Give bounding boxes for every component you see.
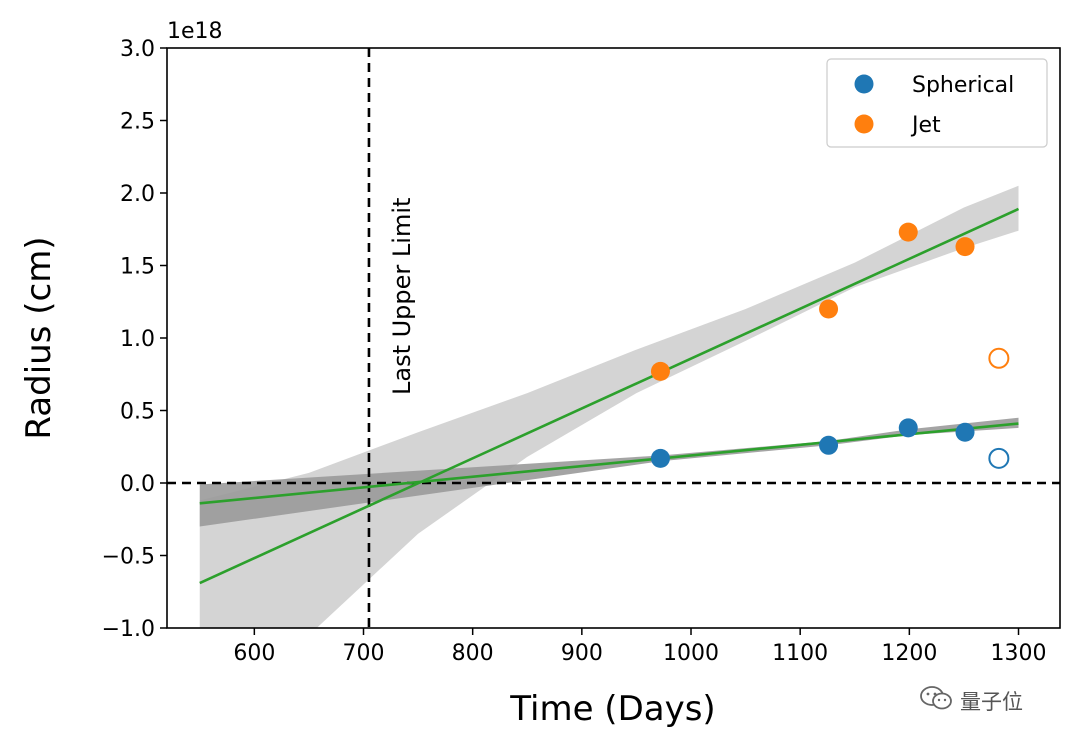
confidence-band-jet bbox=[199, 185, 1019, 628]
legend-label-spherical: Spherical bbox=[912, 73, 1014, 98]
y-ticks: −1.0 −0.5 0.0 0.5 1.0 1.5 2.0 2.5 3.0 bbox=[102, 37, 167, 642]
x-tick-label: 1000 bbox=[663, 641, 719, 666]
y-tick-label: 2.0 bbox=[120, 182, 155, 207]
legend-marker-spherical bbox=[854, 74, 874, 94]
open-point-jet bbox=[988, 347, 1010, 369]
x-tick-label: 1300 bbox=[991, 641, 1047, 666]
point-jet bbox=[898, 222, 918, 242]
legend-label-jet: Jet bbox=[910, 113, 941, 138]
y-axis-label: Radius (cm) bbox=[19, 236, 59, 439]
y-tick-label: 3.0 bbox=[120, 37, 155, 62]
confidence-bands bbox=[199, 185, 1019, 628]
x-axis-label: Time (Days) bbox=[509, 689, 715, 729]
y-tick-label: 0.0 bbox=[120, 472, 155, 497]
confidence-band-spherical bbox=[199, 417, 1019, 527]
y-tick-label: 2.5 bbox=[120, 110, 155, 135]
y-tick-label: 1.5 bbox=[120, 255, 155, 280]
x-tick-label: 1100 bbox=[772, 641, 828, 666]
x-tick-label: 1200 bbox=[881, 641, 937, 666]
fit-line-jet bbox=[199, 207, 1020, 585]
legend-box bbox=[826, 58, 1048, 148]
fit-lines bbox=[199, 207, 1020, 585]
data-points bbox=[650, 222, 1010, 469]
x-ticks: 600 700 800 900 1000 1100 1200 1300 bbox=[233, 628, 1047, 666]
y-tick-label: 1.0 bbox=[120, 327, 155, 352]
point-jet bbox=[955, 237, 975, 257]
x-tick-label: 600 bbox=[233, 641, 275, 666]
x-tick-label: 700 bbox=[343, 641, 385, 666]
last-upper-limit-label: Last Upper Limit bbox=[388, 198, 416, 395]
x-tick-label: 900 bbox=[561, 641, 603, 666]
y-scale-label: 1e18 bbox=[167, 19, 223, 44]
y-tick-label: 0.5 bbox=[120, 400, 155, 425]
point-spherical bbox=[898, 418, 918, 438]
reference-lines bbox=[167, 48, 1060, 628]
y-tick-label: −1.0 bbox=[102, 617, 155, 642]
watermark-text: 量子位 bbox=[960, 689, 1023, 714]
point-spherical bbox=[819, 435, 839, 455]
point-spherical bbox=[955, 422, 975, 442]
point-spherical bbox=[650, 448, 670, 468]
x-tick-label: 800 bbox=[452, 641, 494, 666]
y-tick-label: −0.5 bbox=[102, 545, 155, 570]
wechat-icon bbox=[918, 684, 954, 717]
fit-line-spherical bbox=[199, 422, 1019, 505]
point-jet bbox=[650, 361, 670, 381]
watermark: 量子位 bbox=[918, 684, 1023, 717]
legend: Spherical Jet bbox=[826, 58, 1048, 148]
point-jet bbox=[819, 299, 839, 319]
legend-marker-jet bbox=[854, 114, 874, 134]
open-point-spherical bbox=[988, 447, 1010, 469]
